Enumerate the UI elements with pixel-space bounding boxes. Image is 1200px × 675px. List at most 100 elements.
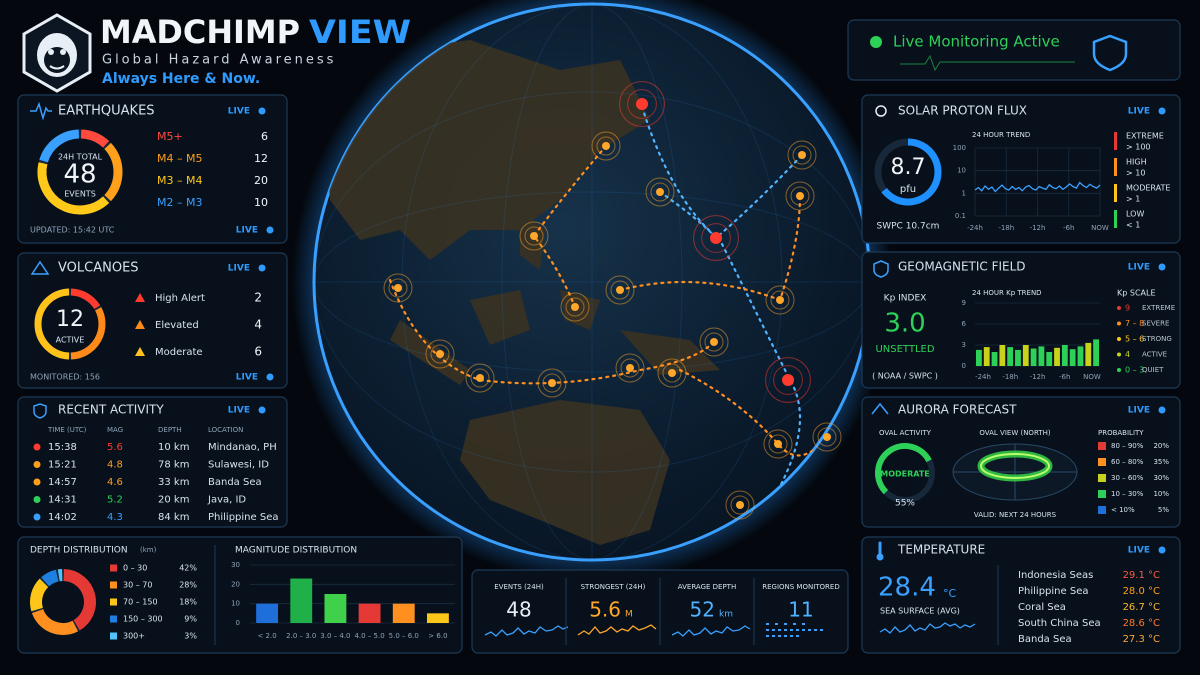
region: South China Sea bbox=[1018, 618, 1101, 629]
kp-value: 3.0 bbox=[884, 309, 925, 339]
cell: 5.6 bbox=[107, 442, 123, 453]
row-label: High Alert bbox=[155, 293, 205, 304]
cell: 15:38 bbox=[48, 442, 77, 453]
panel-title: EARTHQUAKES bbox=[58, 104, 155, 119]
hotspot bbox=[736, 501, 744, 509]
level-bar bbox=[1114, 210, 1117, 228]
scale-range: 0 – 3 bbox=[1125, 366, 1144, 375]
hotspot-ring bbox=[790, 186, 810, 206]
total: 48 bbox=[63, 160, 96, 190]
hotspot-ring bbox=[650, 182, 670, 202]
row-count: 6 bbox=[261, 130, 268, 143]
y-tick-label: 3 bbox=[962, 341, 966, 349]
row-count: 6 bbox=[254, 345, 262, 359]
hotspot bbox=[782, 374, 794, 386]
y-tick-label: 30 bbox=[231, 561, 240, 569]
ring-segment bbox=[31, 608, 79, 635]
x-tick-label: -18h bbox=[998, 224, 1014, 232]
kp-bar bbox=[991, 352, 998, 366]
scale-name: SEVERE bbox=[1142, 320, 1169, 328]
temp-unit: °C bbox=[943, 587, 957, 600]
cell: 33 km bbox=[158, 477, 189, 488]
panel-title: RECENT ACTIVITY bbox=[58, 403, 164, 417]
row-dot bbox=[33, 496, 41, 503]
x-tick-label: -12h bbox=[1030, 224, 1046, 232]
scale-dot bbox=[1117, 352, 1121, 357]
kp-bar bbox=[1061, 345, 1068, 366]
hotspot-ring bbox=[785, 181, 815, 211]
alert-icon bbox=[135, 293, 145, 302]
y-tick-label: 10 bbox=[957, 167, 966, 175]
legend-label: 70 – 150 bbox=[123, 598, 158, 607]
column-header: MAG bbox=[107, 426, 123, 434]
x-tick-label: 5.0 – 6.0 bbox=[389, 632, 419, 640]
panel-title: GEOMAGNETIC FIELD bbox=[898, 260, 1026, 274]
y-tick-label: 1 bbox=[962, 189, 966, 197]
stat-label: STRONGEST (24H) bbox=[581, 583, 646, 591]
hotspot-ring bbox=[768, 434, 788, 454]
cell: Sulawesi, ID bbox=[208, 460, 269, 471]
bar bbox=[324, 594, 347, 623]
legend-label: 30 – 60% bbox=[1111, 474, 1144, 482]
row-dot bbox=[33, 513, 41, 521]
scale-dot bbox=[1117, 306, 1121, 310]
hotspot-ring bbox=[591, 131, 621, 161]
legend-label: 300+ bbox=[123, 632, 145, 641]
stat-value: 52 bbox=[690, 598, 715, 622]
level-threshold: > 100 bbox=[1126, 143, 1151, 152]
live-dot bbox=[258, 264, 266, 272]
level-name: EXTREME bbox=[1126, 132, 1164, 141]
hotspot-ring bbox=[560, 292, 590, 322]
hotspot bbox=[776, 296, 784, 304]
hotspot-ring bbox=[537, 368, 567, 398]
chart-title: 24 HOUR TREND bbox=[972, 131, 1030, 139]
hotspot-ring bbox=[542, 373, 562, 393]
hotspot-ring bbox=[812, 422, 842, 452]
kp-bar bbox=[1085, 342, 1092, 366]
hotspot-ring bbox=[773, 365, 803, 395]
row-count: 10 bbox=[254, 196, 268, 209]
legend-value: 30% bbox=[1153, 474, 1169, 482]
stat-value: 5.6 bbox=[589, 598, 621, 622]
value-label: 28% bbox=[179, 581, 197, 590]
live-badge: LIVE bbox=[236, 226, 258, 236]
panel-title: VOLCANOES bbox=[58, 261, 139, 276]
legend-value: 35% bbox=[1153, 458, 1169, 466]
live-badge: LIVE bbox=[228, 406, 250, 416]
row-label: M2 – M3 bbox=[157, 196, 202, 209]
legend-label: 0 – 30 bbox=[123, 564, 147, 573]
panel-title: MAGNITUDE DISTRIBUTION bbox=[235, 546, 357, 556]
column-header: DEPTH bbox=[158, 426, 182, 434]
kp-bar bbox=[1038, 346, 1045, 366]
x-tick-label: -6h bbox=[1059, 373, 1070, 381]
hotspot-ring bbox=[763, 429, 793, 459]
hotspot-ring bbox=[770, 290, 790, 310]
label: UNSETTLED bbox=[875, 344, 934, 355]
label: SWPC 10.7cm bbox=[877, 222, 940, 232]
label: ( NOAA / SWPC ) bbox=[872, 372, 938, 381]
hotspot-ring bbox=[730, 495, 750, 515]
hotspot-ring bbox=[615, 353, 645, 383]
legend-swatch bbox=[1098, 474, 1106, 482]
status-panel bbox=[847, 19, 1181, 81]
value-label: 42% bbox=[179, 564, 197, 573]
stat-label: AVERAGE DEPTH bbox=[678, 583, 736, 591]
cell: 10 km bbox=[158, 442, 189, 453]
hotspot bbox=[548, 379, 556, 387]
hotspot bbox=[636, 98, 648, 110]
hotspot-ring bbox=[792, 145, 812, 165]
level-threshold: > 10 bbox=[1126, 169, 1145, 178]
ring-segment bbox=[34, 288, 70, 360]
legend-swatch bbox=[110, 615, 117, 623]
hotspot-ring bbox=[765, 357, 811, 403]
scale-dot bbox=[1117, 321, 1121, 326]
legend-swatch bbox=[1098, 442, 1106, 450]
hotspot bbox=[616, 286, 624, 294]
cell: 14:57 bbox=[48, 477, 77, 488]
hotspot bbox=[394, 284, 402, 292]
live-dot bbox=[266, 226, 274, 234]
tagline: Always Here & Now. bbox=[102, 71, 260, 87]
level-name: HIGH bbox=[1126, 158, 1147, 167]
ring-segment bbox=[41, 569, 59, 587]
y-tick-label: 9 bbox=[962, 299, 966, 307]
